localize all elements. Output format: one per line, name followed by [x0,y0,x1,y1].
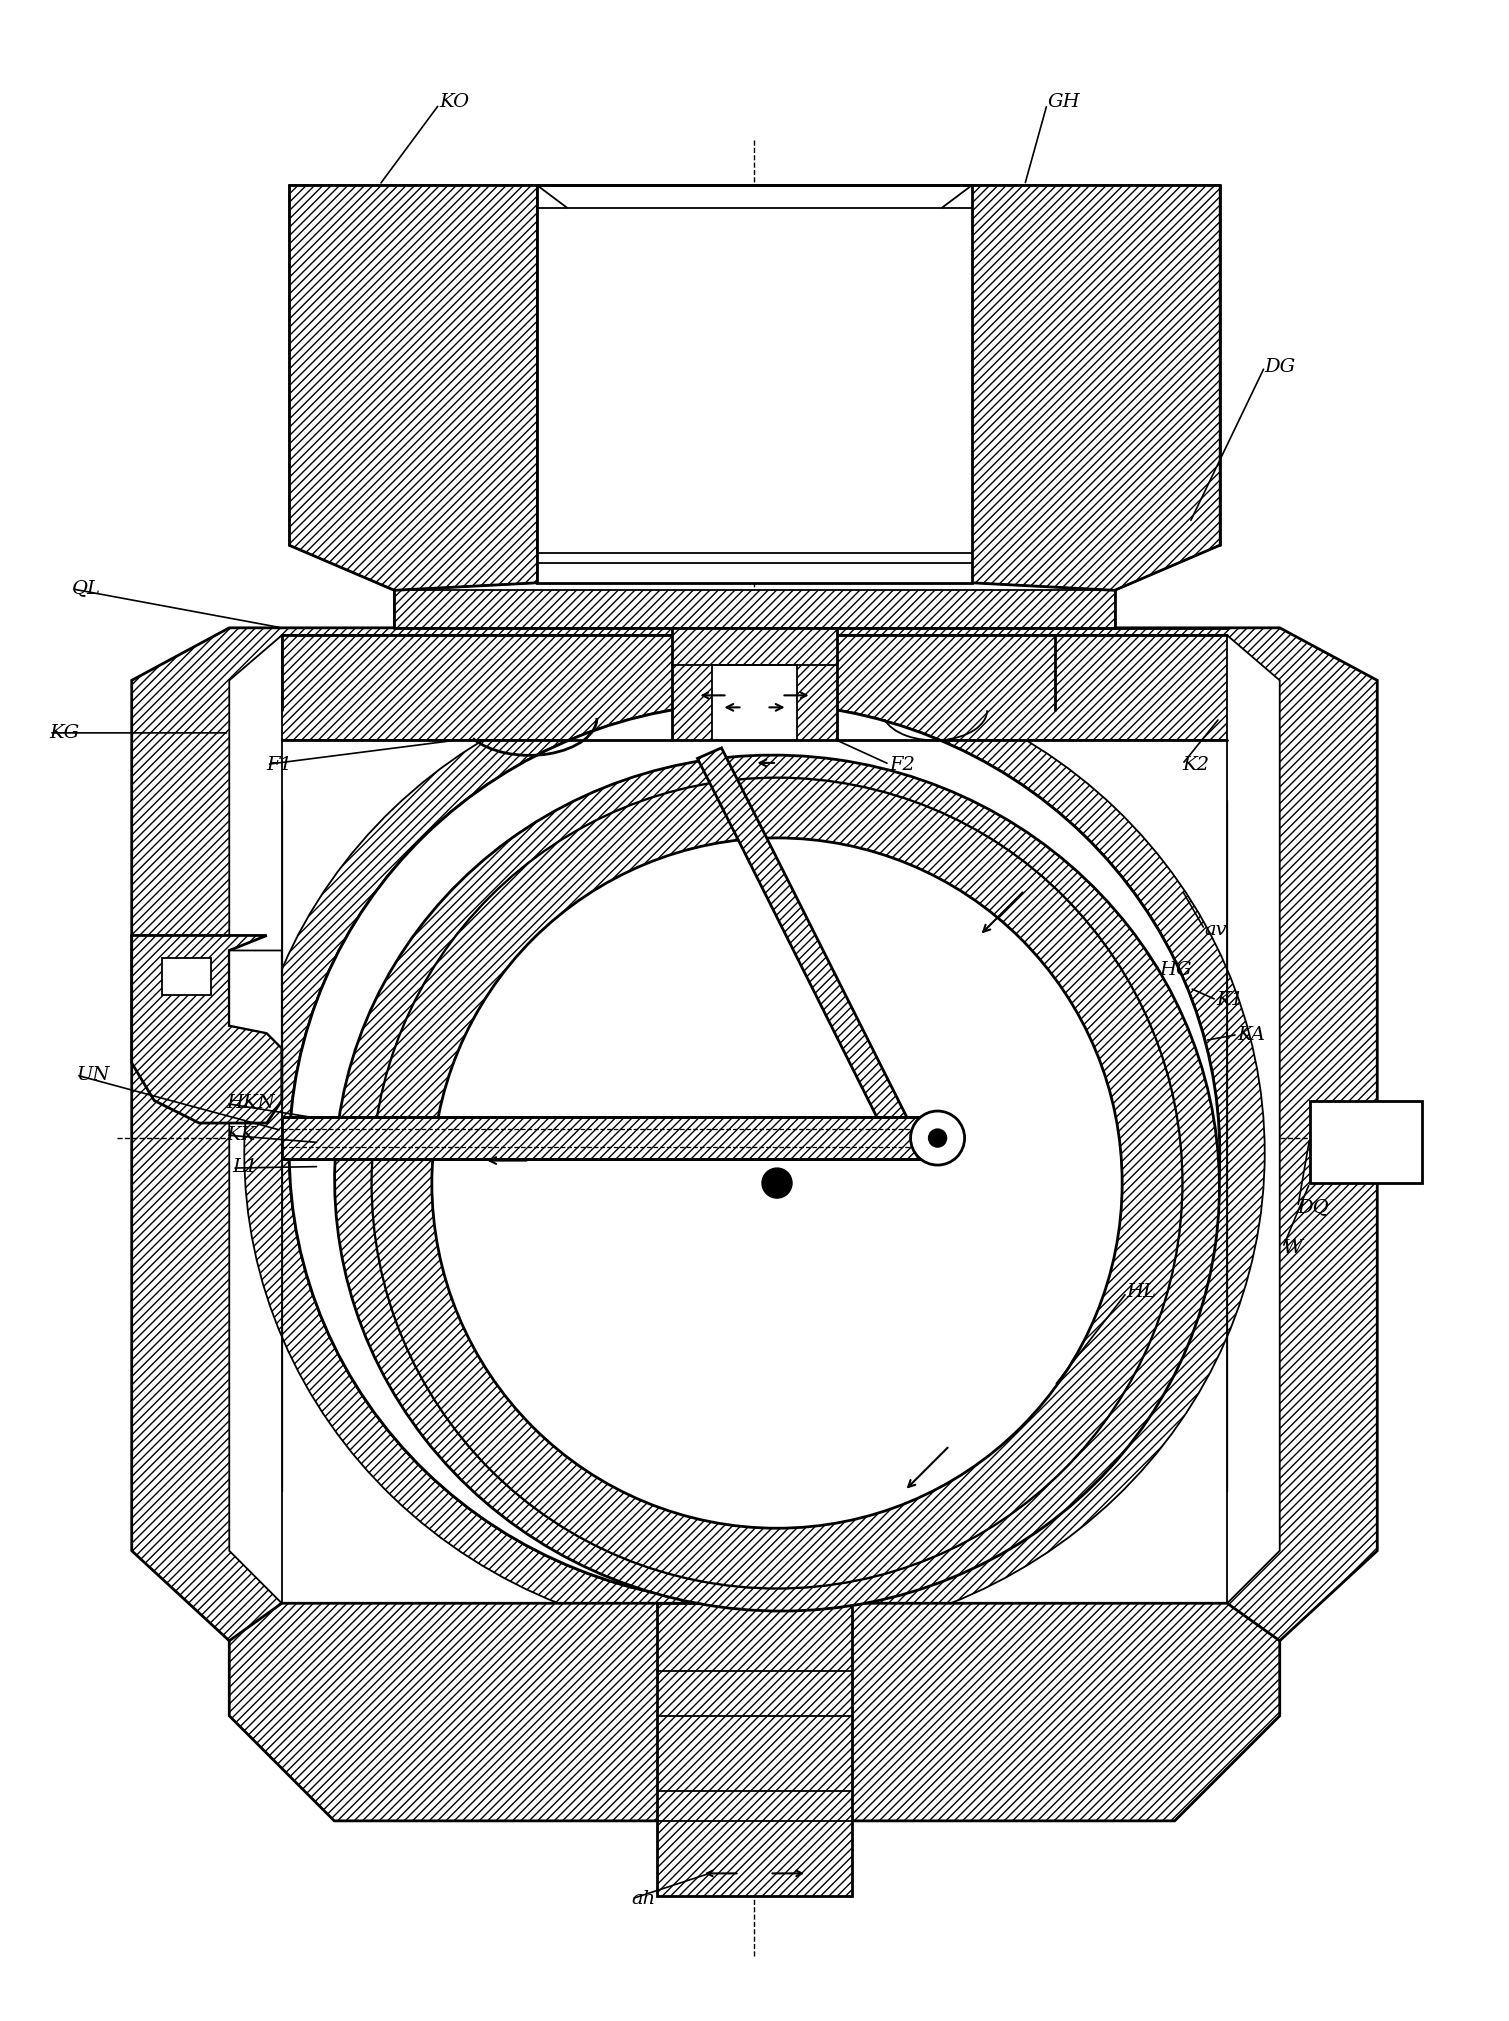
Polygon shape [697,748,922,1158]
Text: KO: KO [439,93,469,111]
Text: ah: ah [631,1890,655,1908]
Circle shape [928,1130,946,1148]
Polygon shape [656,1603,853,1896]
Circle shape [371,778,1182,1589]
Text: av: av [1204,922,1227,940]
Circle shape [910,1112,964,1164]
Text: DG: DG [1265,358,1296,376]
Text: W: W [1283,1239,1302,1257]
Polygon shape [282,635,1227,740]
Polygon shape [161,958,211,996]
Ellipse shape [290,703,1219,1603]
Text: KA: KA [1237,1025,1266,1043]
Text: K1: K1 [1216,992,1243,1008]
Text: K2: K2 [1182,756,1209,774]
Polygon shape [394,590,1115,629]
Text: HKN: HKN [226,1093,275,1112]
Text: HL: HL [1127,1283,1157,1302]
Polygon shape [972,186,1219,590]
Circle shape [432,839,1123,1528]
Text: F1: F1 [267,756,293,774]
Text: HG: HG [1160,962,1192,980]
Text: DQ: DQ [1298,1198,1329,1217]
Polygon shape [537,186,972,582]
Polygon shape [672,629,837,740]
Polygon shape [1310,1101,1423,1182]
Text: KG: KG [50,724,80,742]
Polygon shape [712,665,797,740]
Ellipse shape [244,665,1265,1641]
Circle shape [371,778,1182,1589]
Text: GH: GH [1047,93,1080,111]
Text: F2: F2 [890,756,916,774]
Polygon shape [282,1118,937,1160]
Ellipse shape [335,756,1219,1611]
Ellipse shape [290,703,1219,1603]
Polygon shape [229,635,1280,1603]
Polygon shape [131,629,1378,1641]
Polygon shape [229,1603,1280,1821]
Polygon shape [229,950,282,1049]
Text: L1: L1 [232,1158,258,1176]
Text: UN: UN [75,1065,110,1083]
Text: KK: KK [226,1126,255,1144]
Polygon shape [290,186,537,590]
Circle shape [762,1168,792,1198]
Polygon shape [131,936,282,1124]
Text: QL: QL [72,580,101,598]
